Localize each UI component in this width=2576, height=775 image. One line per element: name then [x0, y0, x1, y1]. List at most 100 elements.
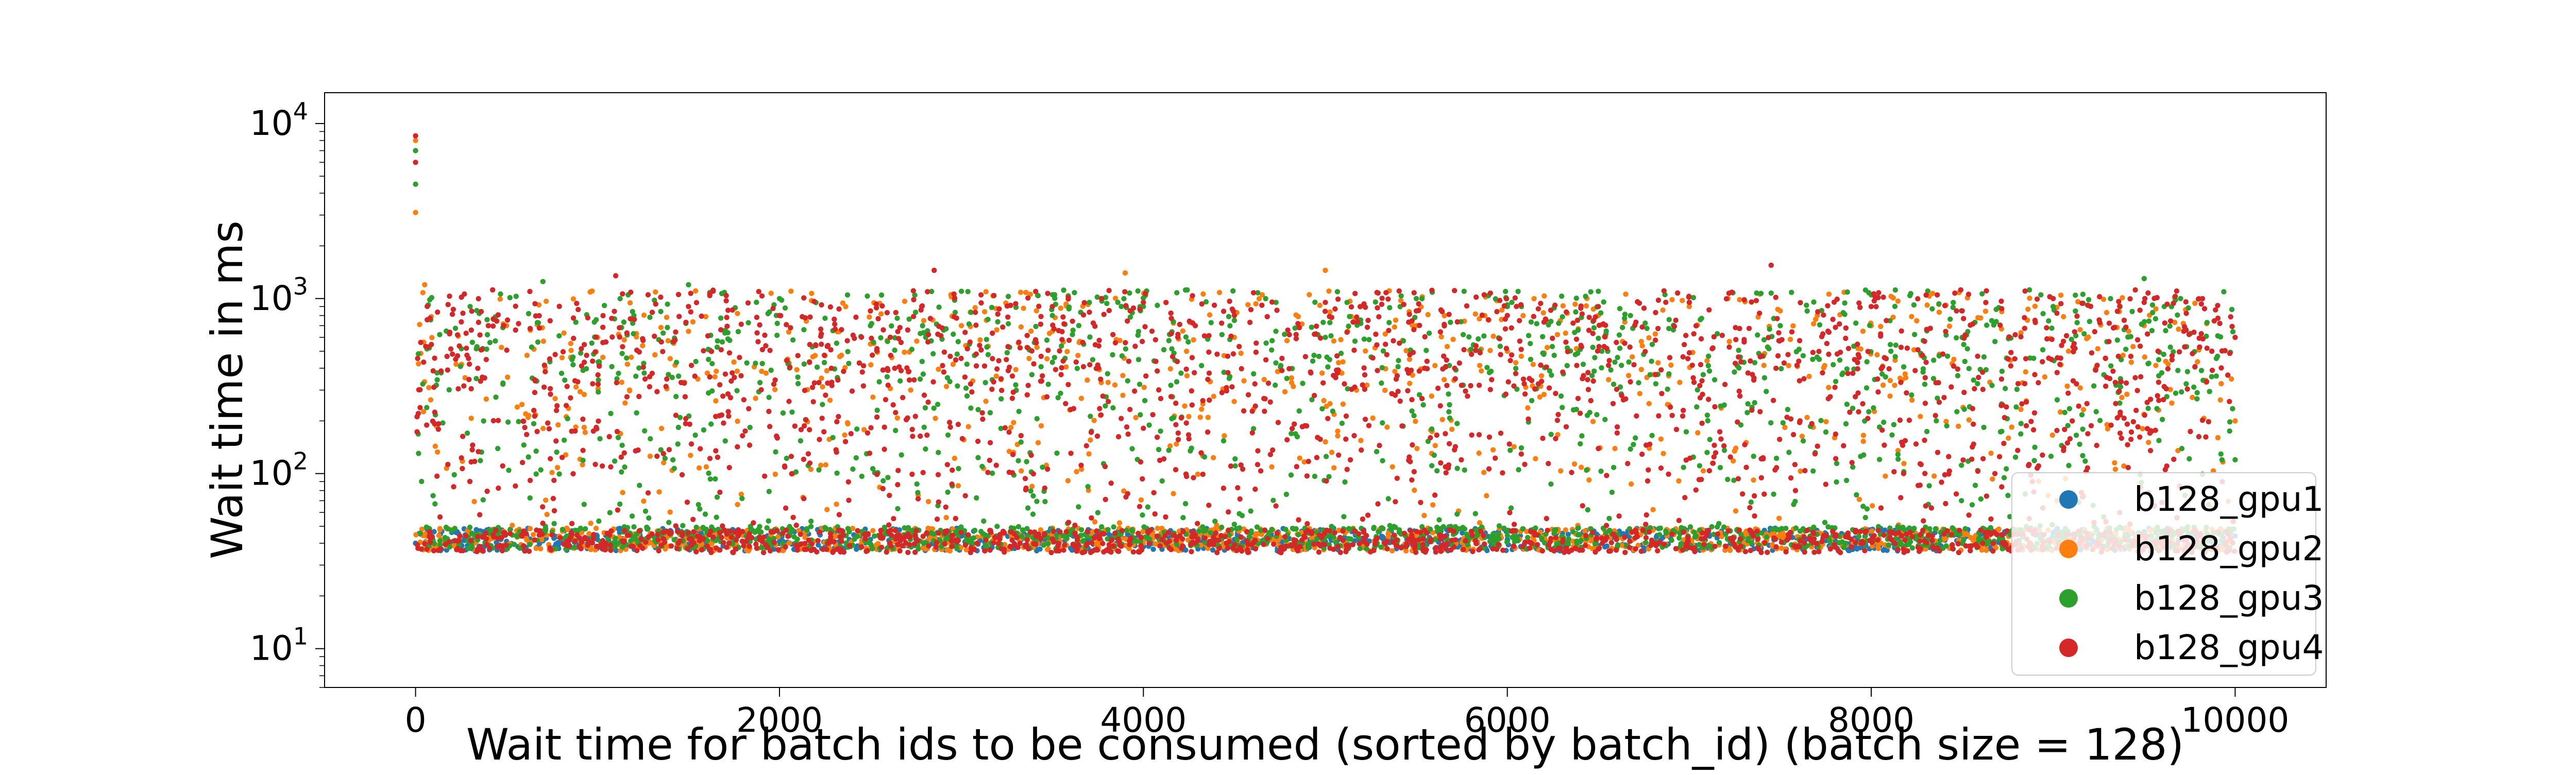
data-point — [1541, 351, 1547, 357]
data-point — [1571, 461, 1578, 467]
data-point — [1141, 300, 1146, 305]
data-point — [1049, 304, 1055, 309]
data-point — [1270, 497, 1276, 503]
data-point — [1331, 465, 1337, 471]
data-point — [693, 549, 699, 555]
data-point — [519, 402, 525, 407]
data-point — [915, 490, 921, 495]
data-point — [2232, 335, 2238, 340]
data-point — [933, 416, 938, 421]
data-point — [1548, 481, 1554, 487]
data-point — [1862, 514, 1868, 521]
data-point — [2080, 291, 2086, 297]
data-point — [1704, 358, 1710, 364]
data-point — [1680, 298, 1685, 303]
data-point — [497, 296, 503, 302]
data-point — [2184, 369, 2191, 374]
data-point — [1183, 349, 1190, 354]
data-point — [2027, 296, 2032, 301]
data-point — [954, 351, 960, 357]
data-point — [540, 279, 546, 284]
data-point — [1115, 300, 1121, 305]
data-point — [565, 416, 570, 422]
data-point — [658, 324, 664, 331]
data-point — [908, 387, 913, 393]
data-point — [1034, 416, 1040, 422]
data-point — [1042, 498, 1048, 505]
data-point — [631, 331, 636, 337]
data-point — [1553, 527, 1558, 532]
data-point — [2079, 412, 2085, 418]
data-point — [734, 388, 740, 393]
data-point — [2217, 334, 2224, 340]
data-point — [1800, 438, 1806, 444]
data-point — [2156, 357, 2162, 363]
data-point — [1665, 386, 1670, 392]
data-point — [1387, 305, 1393, 311]
data-point — [1990, 476, 1995, 482]
data-point — [600, 354, 606, 360]
data-point — [1513, 360, 1519, 366]
data-point — [607, 510, 613, 515]
data-point — [1563, 527, 1568, 533]
data-point — [1199, 406, 1205, 412]
data-point — [1146, 422, 1152, 428]
data-point — [1226, 314, 1232, 319]
data-point — [1112, 530, 1118, 536]
data-point — [652, 352, 658, 358]
data-point — [530, 532, 536, 538]
data-point — [1289, 380, 1295, 386]
data-point — [1560, 303, 1566, 309]
data-point — [2073, 292, 2078, 298]
data-point — [484, 317, 490, 322]
data-point — [1490, 447, 1496, 453]
data-point — [1583, 303, 1589, 309]
data-point — [782, 305, 788, 311]
data-point — [527, 542, 533, 547]
data-point — [1442, 377, 1447, 383]
data-point — [2114, 337, 2120, 343]
data-point — [1074, 366, 1080, 371]
data-point — [1658, 436, 1664, 442]
data-point — [1843, 540, 1849, 546]
data-point — [413, 181, 418, 187]
data-point — [1029, 484, 1035, 489]
data-point — [1951, 526, 1957, 532]
data-point — [1592, 355, 1598, 360]
data-point — [594, 317, 599, 323]
data-point — [481, 418, 486, 424]
data-point — [735, 329, 741, 335]
data-point — [527, 495, 533, 501]
data-point — [759, 360, 765, 367]
data-point — [902, 299, 908, 304]
data-point — [1893, 342, 1899, 348]
data-point — [640, 343, 646, 349]
data-point — [2232, 457, 2238, 462]
data-point — [1099, 524, 1105, 530]
data-point — [671, 537, 677, 543]
data-point — [2082, 458, 2088, 464]
data-point — [1786, 363, 1791, 369]
data-point — [1529, 398, 1535, 404]
data-point — [1751, 477, 1756, 483]
data-point — [884, 374, 890, 380]
data-point — [1423, 348, 1429, 353]
data-point — [1962, 358, 1968, 365]
data-point — [1283, 526, 1289, 532]
data-point — [774, 320, 780, 326]
data-point — [436, 532, 442, 539]
data-point — [2048, 453, 2054, 459]
data-point — [526, 311, 532, 317]
data-point — [2215, 435, 2221, 441]
data-point — [495, 445, 501, 452]
data-point — [1920, 366, 1926, 372]
data-point — [965, 289, 971, 295]
data-point — [1503, 288, 1509, 295]
data-point — [1385, 496, 1391, 502]
data-point — [617, 525, 623, 531]
data-point — [1785, 407, 1791, 412]
data-point — [892, 527, 899, 533]
data-point — [2179, 389, 2184, 395]
data-point — [533, 471, 539, 477]
data-point — [1327, 320, 1333, 325]
